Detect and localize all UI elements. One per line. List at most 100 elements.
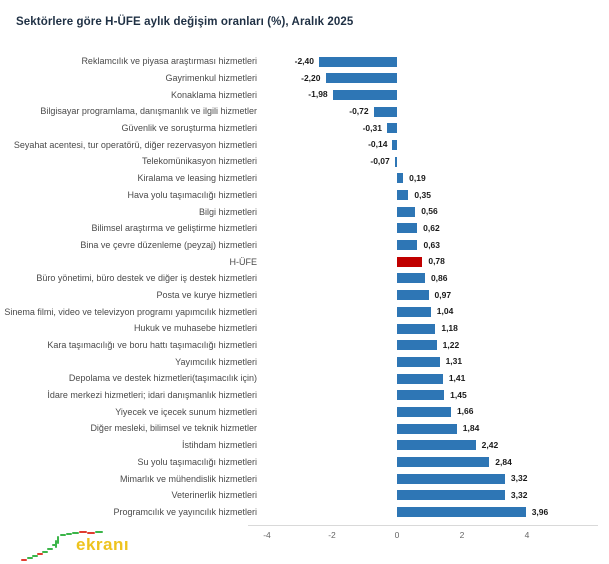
chart-row: Kiralama ve leasing hizmetleri 0,19 <box>0 170 609 187</box>
category-label: Sinema filmi, video ve televizyon progra… <box>4 306 257 317</box>
x-axis-tick: 0 <box>394 530 400 540</box>
category-label: Bilimsel araştırma ve geliştirme hizmetl… <box>91 223 257 234</box>
category-label: Posta ve kurye hizmetleri <box>156 289 257 300</box>
plot-area: 3,32 <box>267 470 609 487</box>
plot-area: 0,19 <box>267 170 609 187</box>
chart-row: Su yolu taşımacılığı hizmetleri 2,84 <box>0 454 609 471</box>
category-label: Diğer mesleki, bilimsel ve teknik hizmet… <box>90 423 257 434</box>
category-label: Depolama ve destek hizmetleri(taşımacılı… <box>68 373 257 384</box>
chart-row: Programcılık ve yayıncılık hizmetleri 3,9… <box>0 504 609 521</box>
category-label: Hava yolu taşımacılığı hizmetleri <box>127 189 257 200</box>
candlestick-trend-icon <box>21 531 103 561</box>
chart-row: Veterinerlik hizmetleri 3,32 <box>0 487 609 504</box>
bar <box>397 306 431 317</box>
bar <box>397 457 490 467</box>
chart-row: Kara taşımacılığı ve boru hattı taşımacı… <box>0 337 609 354</box>
chart-row: Yiyecek ve içecek sunum hizmetleri 1,66 <box>0 403 609 420</box>
plot-area: 1,18 <box>267 320 609 337</box>
bar <box>397 440 476 451</box>
value-label: 3,96 <box>531 506 549 517</box>
category-label: Bina ve çevre düzenleme (peyzaj) hizmetl… <box>80 239 257 250</box>
value-label: -0,14 <box>368 139 388 150</box>
bar <box>397 256 423 267</box>
chart-row: Posta ve kurye hizmetleri 0,97 <box>0 287 609 304</box>
plot-area: -2,40 <box>267 53 609 70</box>
chart-row: Güvenlik ve soruşturma hizmetleri -0,31 <box>0 120 609 137</box>
plot-area: 1,31 <box>267 353 609 370</box>
bar <box>373 106 397 117</box>
value-label: 1,18 <box>441 323 458 333</box>
value-label: 0,86 <box>430 272 448 283</box>
value-label: 1,84 <box>462 423 480 434</box>
category-label: Reklamcılık ve piyasa araştırması hizmet… <box>81 56 257 67</box>
bar <box>397 373 443 384</box>
value-label: 3,32 <box>510 473 528 484</box>
chart-row: Mimarlık ve mühendislik hizmetleri 3,32 <box>0 470 609 487</box>
plot-area: 0,62 <box>267 220 609 237</box>
value-label: 2,84 <box>495 456 512 467</box>
value-label: 1,45 <box>450 389 467 400</box>
category-label: Telekomünikasyon hizmetleri <box>141 156 257 167</box>
bar <box>397 423 457 434</box>
site-logo: ekranı <box>18 527 188 563</box>
plot-area: 1,84 <box>267 420 609 437</box>
chart-row: H-ÜFE 0,78 <box>0 253 609 270</box>
chart-row: Reklamcılık ve piyasa araştırması hizmet… <box>0 53 609 70</box>
x-axis-tick: -4 <box>263 530 271 540</box>
chart-row: Telekomünikasyon hizmetleri -0,07 <box>0 153 609 170</box>
category-label: Programcılık ve yayıncılık hizmetleri <box>113 506 257 517</box>
bar <box>397 223 418 234</box>
chart-row: Konaklama hizmetleri -1,98 <box>0 86 609 103</box>
category-label: Gayrimenkul hizmetleri <box>165 73 257 84</box>
bar <box>397 507 526 518</box>
value-label: -0,31 <box>362 122 382 133</box>
bar-chart: Reklamcılık ve piyasa araştırması hizmet… <box>0 53 609 520</box>
chart-row: Bilgisayar programlama, danışmanlık ve i… <box>0 103 609 120</box>
value-label: 0,62 <box>423 222 440 233</box>
category-label: İstihdam hizmetleri <box>181 440 257 451</box>
category-label: Yiyecek ve içecek sunum hizmetleri <box>115 406 257 417</box>
x-axis-tick: -2 <box>328 530 336 540</box>
category-label: Mimarlık ve mühendislik hizmetleri <box>119 473 257 484</box>
category-label: Su yolu taşımacılığı hizmetleri <box>137 456 257 467</box>
value-label: 3,32 <box>510 489 528 500</box>
bar <box>397 406 451 417</box>
category-label: Veterinerlik hizmetleri <box>171 490 257 501</box>
value-label: 0,19 <box>409 172 426 183</box>
chart-row: Depolama ve destek hizmetleri(taşımacılı… <box>0 370 609 387</box>
plot-area: 0,78 <box>267 253 609 270</box>
value-label: 1,41 <box>448 373 466 384</box>
plot-area: -0,31 <box>267 120 609 137</box>
plot-area: 0,86 <box>267 270 609 287</box>
plot-area: 1,45 <box>267 387 609 404</box>
x-axis-ticks: -4 -2 0 2 4 <box>0 530 609 544</box>
plot-area: -0,72 <box>267 103 609 120</box>
bar <box>397 273 425 284</box>
plot-area: 2,84 <box>267 454 609 471</box>
chart-row: Büro yönetimi, büro destek ve diğer iş d… <box>0 270 609 287</box>
value-label: 0,35 <box>414 189 431 200</box>
chart-row: Yayımcılık hizmetleri 1,31 <box>0 353 609 370</box>
category-label: Konaklama hizmetleri <box>170 89 257 100</box>
category-label: Güvenlik ve soruşturma hizmetleri <box>121 123 257 134</box>
category-label: Yayımcılık hizmetleri <box>175 356 257 367</box>
value-label: -0,07 <box>370 156 390 167</box>
plot-area: 1,04 <box>267 303 609 320</box>
bar <box>397 340 437 351</box>
category-label: Bilgisayar programlama, danışmanlık ve i… <box>40 106 257 117</box>
bar <box>332 89 397 100</box>
value-label: 1,22 <box>442 339 460 350</box>
bar <box>397 240 418 251</box>
category-label: Hukuk ve muhasebe hizmetleri <box>133 323 257 334</box>
bar <box>397 206 416 217</box>
logo-wordmark: ekranı <box>76 535 130 554</box>
x-axis-tick: 2 <box>459 530 465 540</box>
chart-row: İdare merkezi hizmetleri; idari danışman… <box>0 387 609 404</box>
bar <box>325 73 397 84</box>
value-label: -2,40 <box>294 56 314 66</box>
plot-area: 3,32 <box>267 487 609 504</box>
chart-row: Hukuk ve muhasebe hizmetleri 1,18 <box>0 320 609 337</box>
chart-row: İstihdam hizmetleri 2,42 <box>0 437 609 454</box>
category-label: İdare merkezi hizmetleri; idari danışman… <box>47 390 257 401</box>
